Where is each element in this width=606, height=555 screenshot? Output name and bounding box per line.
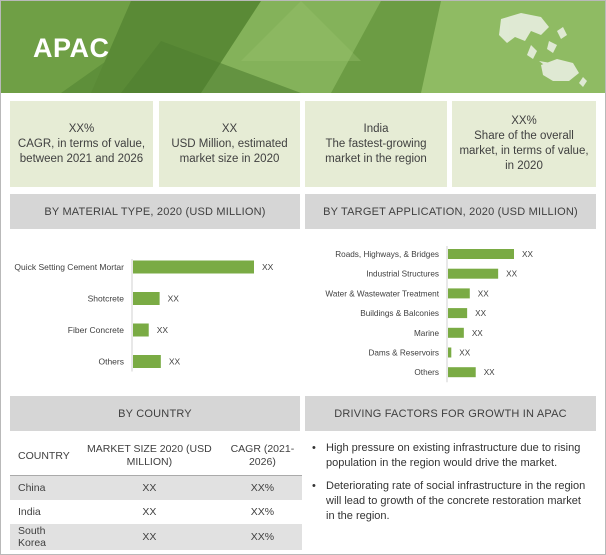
bar bbox=[133, 323, 149, 337]
data-label: XX bbox=[506, 270, 517, 279]
cagr-value: XX% bbox=[222, 524, 302, 550]
bar bbox=[448, 288, 470, 299]
target-application-chart: Roads, Highways, & Bridges XX Industrial S… bbox=[325, 246, 533, 383]
category-label: Marine bbox=[414, 329, 439, 338]
kpi-value: XX% bbox=[68, 122, 95, 135]
kpi-fastest-growing: India The fastest-growing market in the … bbox=[305, 101, 447, 187]
kpi-cagr: XX% CAGR, in terms of value, between 202… bbox=[10, 101, 153, 187]
category-label: Water & Wastewater Treatment bbox=[325, 289, 439, 298]
bar bbox=[133, 260, 254, 274]
kpi-value: XX bbox=[221, 122, 238, 135]
data-label: XX bbox=[475, 309, 486, 318]
data-label: XX bbox=[157, 325, 169, 335]
header-banner: APAC bbox=[1, 1, 605, 93]
kpi-value: XX% bbox=[511, 115, 537, 127]
category-label: Others bbox=[98, 357, 124, 367]
bar bbox=[448, 249, 514, 259]
category-label: Quick Setting Cement Mortar bbox=[14, 262, 124, 272]
data-label: XX bbox=[459, 349, 470, 358]
application-header: BY TARGET APPLICATION, 2020 (USD MILLION… bbox=[305, 194, 596, 229]
banner-pattern bbox=[1, 1, 605, 93]
data-label: XX bbox=[168, 294, 180, 304]
driver-text: High pressure on existing infrastructure… bbox=[326, 442, 581, 469]
market-size-value: XX bbox=[75, 475, 223, 500]
kpi-text: CAGR, in terms of value, between 2021 an… bbox=[17, 137, 146, 165]
data-label: XX bbox=[472, 329, 483, 338]
kpi-text: The fastest-growing market in the region bbox=[325, 137, 427, 165]
driver-text: Deteriorating rate of social infrastruct… bbox=[326, 480, 586, 522]
market-size-value: XX bbox=[75, 524, 223, 550]
bar bbox=[448, 347, 452, 358]
category-label: Fiber Concrete bbox=[68, 325, 124, 335]
country-header: BY COUNTRY bbox=[10, 396, 300, 431]
category-label: Dams & Reservoirs bbox=[368, 349, 439, 358]
apac-map-icon bbox=[499, 13, 587, 87]
kpi-text: Share of the overall market, in terms of… bbox=[459, 130, 589, 172]
cagr-value: XX% bbox=[222, 475, 302, 500]
market-size-value: XX bbox=[142, 506, 157, 518]
material-header: BY MATERIAL TYPE, 2020 (USD MILLION) bbox=[10, 194, 300, 229]
data-label: XX bbox=[478, 289, 489, 298]
data-label: XX bbox=[522, 250, 533, 259]
category-label: Buildings & Balconies bbox=[360, 309, 439, 318]
country-name: India bbox=[18, 506, 41, 518]
bar bbox=[133, 355, 161, 368]
material-type-chart: Quick Setting Cement Mortar XX Shotcrete XX… bbox=[14, 259, 274, 372]
country-name: South Korea bbox=[10, 524, 76, 550]
driving-factors-list: • High pressure on existing infrastructu… bbox=[312, 441, 587, 532]
category-label: Others bbox=[414, 368, 439, 377]
country-table: COUNTRY MARKET SIZE 2020 (USD MILLION) C… bbox=[10, 437, 302, 550]
bullet-icon: • bbox=[312, 442, 316, 454]
table-row: South Korea XX XX% bbox=[10, 524, 302, 550]
bullet-icon: • bbox=[312, 480, 316, 492]
drivers-header: DRIVING FACTORS FOR GROWTH IN APAC bbox=[305, 396, 596, 431]
kpi-value: India bbox=[363, 122, 389, 135]
list-item: • Deteriorating rate of social infrastru… bbox=[312, 479, 587, 524]
bar bbox=[133, 292, 160, 305]
col-cagr: CAGR (2021-2026) bbox=[222, 437, 302, 476]
category-label: Industrial Structures bbox=[366, 270, 439, 279]
cagr-value: XX% bbox=[250, 506, 275, 518]
data-label: XX bbox=[262, 262, 274, 272]
data-label: XX bbox=[484, 368, 495, 377]
data-label: XX bbox=[169, 357, 181, 367]
list-item: • High pressure on existing infrastructu… bbox=[312, 441, 587, 471]
table-row: India XX XX% bbox=[10, 500, 302, 524]
col-country: COUNTRY bbox=[10, 437, 76, 476]
bar bbox=[448, 327, 464, 338]
kpi-market-share: XX% Share of the overall market, in term… bbox=[452, 101, 596, 187]
category-label: Roads, Highways, & Bridges bbox=[335, 250, 439, 259]
region-title: APAC bbox=[33, 33, 110, 63]
col-market-size: MARKET SIZE 2020 (USD MILLION) bbox=[75, 437, 223, 476]
kpi-market-size: XX USD Million, estimated market size in… bbox=[159, 101, 300, 187]
bar bbox=[448, 308, 468, 319]
table-row: China XX XX% bbox=[10, 475, 302, 500]
kpi-text: USD Million, estimated market size in 20… bbox=[171, 137, 288, 165]
bar bbox=[448, 268, 499, 279]
category-label: Shotcrete bbox=[88, 294, 125, 304]
country-name: China bbox=[10, 475, 76, 500]
bar bbox=[448, 367, 476, 378]
